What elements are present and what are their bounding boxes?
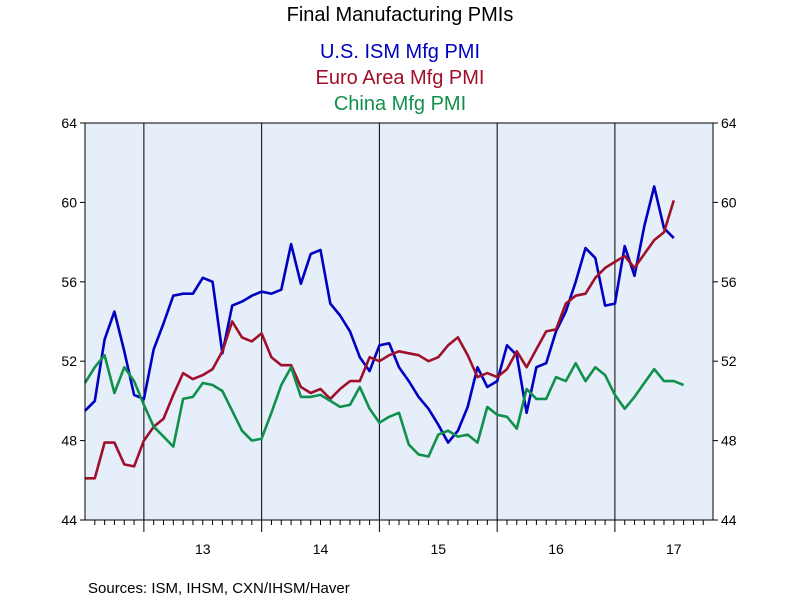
plot-area — [85, 123, 713, 520]
year-gridlines — [143, 123, 616, 520]
y-tick-label-left: 48 — [61, 433, 77, 449]
x-tick-label: 13 — [195, 541, 211, 557]
y-tick-label-right: 56 — [721, 274, 737, 290]
y-tick-label-left: 64 — [61, 115, 77, 131]
y-tick-label-right: 44 — [721, 512, 737, 528]
x-tick-label: 14 — [313, 541, 329, 557]
axes: 44 44 48 48 52 52 56 56 60 60 64 64 13 14 15 16 17 — [61, 115, 736, 557]
y-tick-label-right: 60 — [721, 194, 737, 210]
series-line-euro-area — [85, 200, 676, 480]
chart-title: Final Manufacturing PMIs — [287, 4, 514, 26]
y-tick-label-left: 60 — [61, 194, 77, 210]
y-tick-label-right: 48 — [721, 433, 737, 449]
y-tick-label-right: 52 — [721, 353, 737, 369]
legend-china: China Mfg PMI — [334, 93, 466, 115]
x-tick-label: 16 — [548, 541, 564, 557]
source-note: Sources: ISM, IHSM, CXN/IHSM/Haver — [88, 580, 350, 597]
y-tick-label-left: 52 — [61, 353, 77, 369]
legend-euro-area: Euro Area Mfg PMI — [316, 67, 485, 89]
y-tick-label-right: 64 — [721, 115, 737, 131]
series-lines — [83, 185, 685, 480]
series-line-china — [83, 353, 685, 458]
legend-us-ism: U.S. ISM Mfg PMI — [320, 41, 480, 63]
series-line-us-ism — [84, 185, 675, 444]
y-tick-label-left: 56 — [61, 274, 77, 290]
x-tick-label: 15 — [430, 541, 446, 557]
y-tick-label-left: 44 — [61, 512, 77, 528]
x-tick-label: 17 — [666, 541, 682, 557]
